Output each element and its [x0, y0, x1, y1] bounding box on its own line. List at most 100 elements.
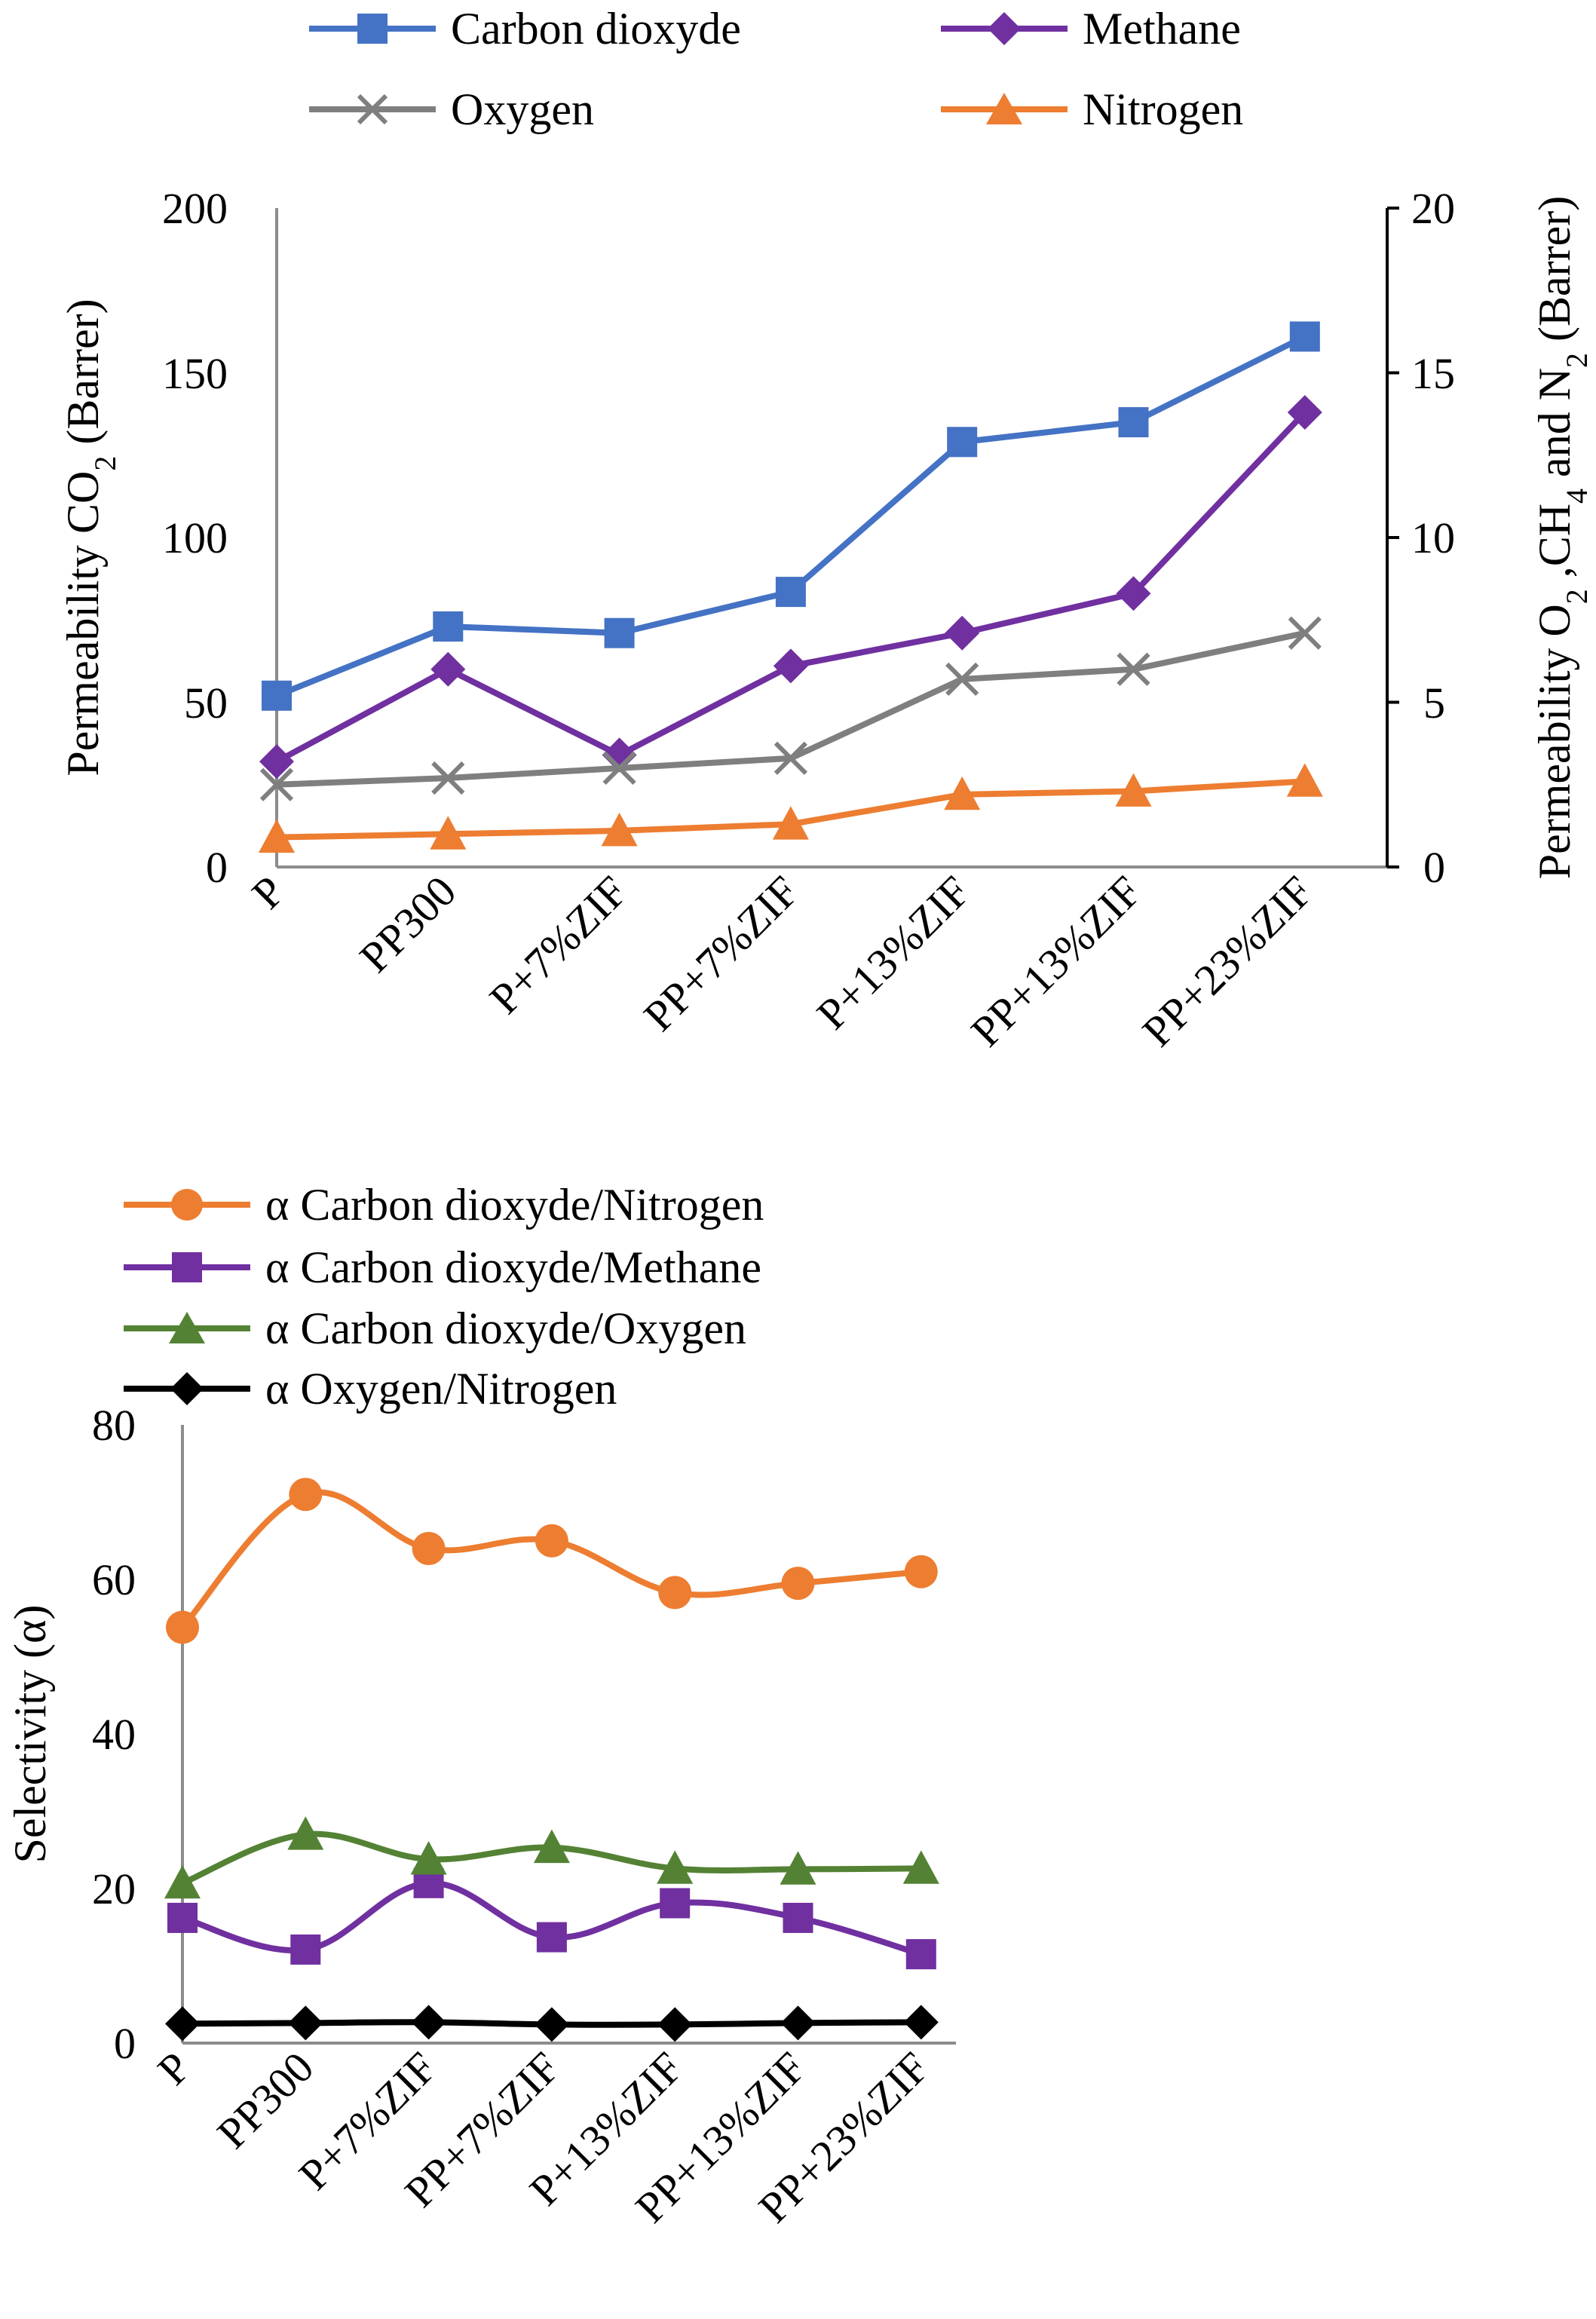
data-point-triangle-marker [1286, 763, 1323, 797]
data-point-square-marker [290, 1934, 321, 1965]
data-point-x-marker [1288, 616, 1322, 650]
x-tick-label: PP+7%ZIF [634, 866, 808, 1040]
data-point-x-marker [431, 761, 465, 795]
y2-tick-label: 10 [1411, 513, 1455, 562]
data-point-square-marker [783, 1902, 813, 1933]
left-y-tick-labels: 0 50 100 150 200 [162, 184, 228, 892]
series-methane [259, 394, 1322, 780]
permeability-axes [275, 207, 1399, 868]
right-axis-ticks [1387, 207, 1399, 868]
x-tick-label: PP300 [350, 866, 465, 982]
data-point-diamond-marker [773, 648, 808, 684]
right-y-tick-labels: 0 5 10 15 20 [1411, 184, 1455, 892]
series-line [275, 333, 1307, 699]
permeability-legend: Carbon dioxyde Methane Oxygen Nitrogen [309, 4, 1243, 134]
y-tick-label: 50 [184, 679, 228, 728]
data-point-square-marker [947, 427, 978, 458]
data-point-diamond-marker [1116, 576, 1151, 611]
y-tick-label: 40 [92, 1710, 136, 1759]
data-point-diamond-marker [165, 2006, 200, 2042]
x-tick-label: P [242, 866, 294, 918]
y-tick-label: 200 [162, 184, 228, 233]
data-point-triangle-marker [287, 1816, 324, 1850]
data-point-triangle-marker [902, 1850, 939, 1884]
legend-triangle-marker [169, 1312, 205, 1343]
series-nitrogen [259, 763, 1323, 853]
permeability-series [259, 321, 1323, 853]
left-y-axis-title: Permeability CO2 (Barrer) [58, 299, 122, 776]
data-point-diamond-marker [903, 2005, 939, 2040]
y-tick-label: 0 [206, 843, 228, 892]
data-point-triangle-marker [657, 1850, 694, 1884]
data-point-triangle-marker [601, 812, 638, 847]
data-point-diamond-marker [602, 737, 637, 773]
legend-item-methane: Methane [941, 4, 1241, 54]
x-tick-label: PP+23%ZIF [1133, 866, 1322, 1055]
data-point-diamond-marker [430, 651, 466, 687]
data-point-circle-marker [535, 1524, 568, 1558]
data-point-square-marker [660, 1888, 691, 1919]
data-point-triangle-marker [780, 1851, 816, 1885]
legend-label: α Carbon dioxyde/Methane [265, 1242, 761, 1292]
data-point-diamond-marker [259, 744, 294, 780]
x-tick-label: PP+13%ZIF [961, 866, 1150, 1055]
data-point-square-marker [604, 617, 635, 648]
data-point-x-marker [945, 662, 979, 697]
legend-item-o2-n2: α Oxygen/Nitrogen [124, 1364, 617, 1414]
data-point-diamond-marker [411, 2005, 446, 2040]
legend-x-marker [357, 93, 388, 125]
legend-item-carbon-dioxyde: Carbon dioxyde [309, 4, 741, 54]
series-line [180, 1489, 922, 1630]
data-point-circle-marker [412, 1532, 446, 1565]
y2-tick-label: 20 [1411, 184, 1455, 233]
data-point-square-marker [536, 1922, 567, 1953]
data-point-square-marker [775, 577, 806, 608]
selectivity-x-tick-labels: P PP300P+7%ZIFPP+7%ZIFP+13%ZIFPP+13%ZIFPP… [148, 2042, 939, 2232]
data-point-triangle-marker [164, 1864, 201, 1899]
y-tick-label: 0 [114, 2019, 136, 2068]
selectivity-y-axis-title: Selectivity (α) [5, 1604, 55, 1863]
selectivity-legend: α Carbon dioxyde/Nitrogen α Carbon dioxy… [124, 1180, 764, 1414]
data-point-triangle-marker [533, 1829, 570, 1864]
x-tick-label: P+13%ZIF [807, 866, 980, 1039]
data-point-square-marker [262, 680, 292, 711]
data-point-circle-marker [781, 1567, 815, 1601]
data-point-x-marker [602, 751, 636, 786]
series--carbon-dioxyde-nitrogen [166, 1478, 938, 1644]
y2-tick-label: 15 [1411, 349, 1455, 398]
data-point-triangle-marker [772, 806, 809, 840]
legend-label: Nitrogen [1083, 84, 1243, 134]
selectivity-axes [181, 1425, 956, 2045]
data-point-square-marker [905, 1939, 936, 1970]
selectivity-series [164, 1478, 939, 2042]
legend-square-marker [357, 14, 388, 44]
series-oxygen [259, 616, 1322, 801]
legend-item-co2-o2: α Carbon dioxyde/Oxygen [124, 1303, 746, 1353]
legend-diamond-marker [170, 1372, 204, 1405]
selectivity-chart: α Carbon dioxyde/Nitrogen α Carbon dioxy… [5, 1180, 956, 2232]
data-point-circle-marker [289, 1478, 323, 1512]
data-point-diamond-marker [534, 2007, 569, 2042]
data-point-x-marker [773, 741, 808, 775]
data-point-circle-marker [658, 1576, 692, 1610]
y-tick-label: 60 [92, 1555, 136, 1604]
data-point-square-marker [1289, 321, 1320, 352]
legend-square-marker [172, 1252, 202, 1282]
data-point-triangle-marker [944, 776, 981, 810]
data-point-diamond-marker [780, 2005, 816, 2041]
data-point-diamond-marker [288, 2005, 323, 2041]
data-point-diamond-marker [945, 615, 980, 651]
data-point-triangle-marker [259, 819, 295, 853]
data-point-triangle-marker [410, 1841, 447, 1875]
legend-label: α Carbon dioxyde/Oxygen [265, 1303, 746, 1353]
data-point-circle-marker [166, 1610, 199, 1644]
series-carbon-dioxyde [262, 321, 1320, 711]
legend-label: Methane [1083, 4, 1241, 54]
y-tick-label: 100 [162, 513, 228, 562]
selectivity-y-tick-labels: 0 20 40 60 80 [92, 1401, 136, 2068]
x-tick-label: P+7%ZIF [480, 866, 637, 1023]
legend-label: Carbon dioxyde [451, 4, 741, 54]
data-point-x-marker [1117, 652, 1150, 686]
y-tick-label: 80 [92, 1401, 136, 1450]
